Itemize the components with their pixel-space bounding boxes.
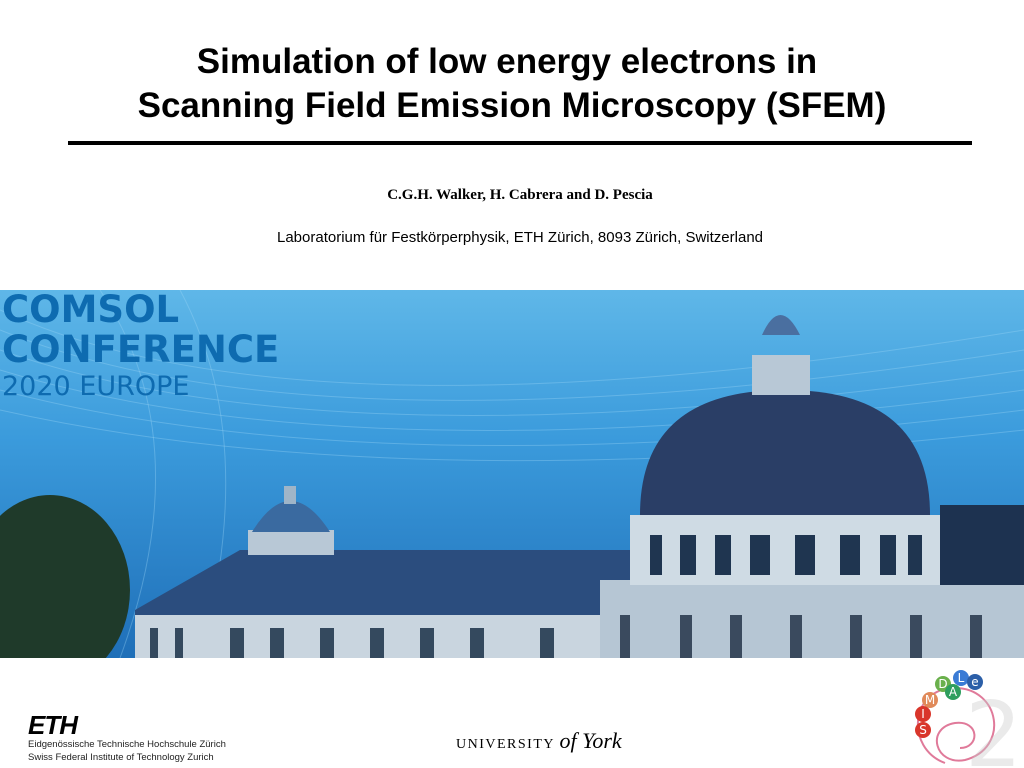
comsol-text: COMSOL [2, 290, 180, 331]
year-text: 2020 [2, 371, 71, 402]
eth-building-photo [0, 290, 1024, 658]
eth-name-en: Swiss Federal Institute of Technology Zu… [28, 752, 214, 763]
eth-name-de: Eidgenössische Technische Hochschule Zür… [28, 739, 226, 750]
conference-banner-image: COMSOL CONFERENCE 2020 EUROPE [0, 290, 1024, 658]
eth-wordmark: ETH [28, 710, 78, 740]
affiliation: Laboratorium für Festkörperphysik, ETH Z… [276, 229, 764, 246]
conference-text: CONFERENCE [2, 328, 280, 371]
letter-l: L [958, 671, 965, 685]
slide-title-line1: Simulation of low energy electrons in [196, 42, 818, 81]
university-of-york-logo: UNIVERSITY of York [456, 728, 622, 754]
letter-m: M [925, 693, 935, 707]
title-divider [68, 141, 972, 145]
letter-a: A [949, 685, 958, 699]
authors: C.G.H. Walker, H. Cabrera and D. Pescia [387, 187, 653, 203]
letter-s: S [919, 723, 927, 737]
svg-text:2: 2 [965, 683, 1020, 768]
region-text: EUROPE [79, 371, 190, 402]
letter-e: e [971, 675, 978, 689]
eth-logo: ETH Eidgenössische Technische Hochschule… [28, 712, 226, 764]
slide-title-line2: Scanning Field Emission Microscopy (SFEM… [137, 86, 887, 125]
letter-d: D [938, 677, 947, 691]
york-name: of York [559, 728, 622, 753]
dlaemis-logo: 2 D L A e M I S [915, 670, 1020, 768]
comsol-conference-logo: COMSOL CONFERENCE 2020 EUROPE [2, 290, 279, 404]
letter-i: I [921, 707, 925, 721]
york-prefix: UNIVERSITY [456, 737, 555, 752]
